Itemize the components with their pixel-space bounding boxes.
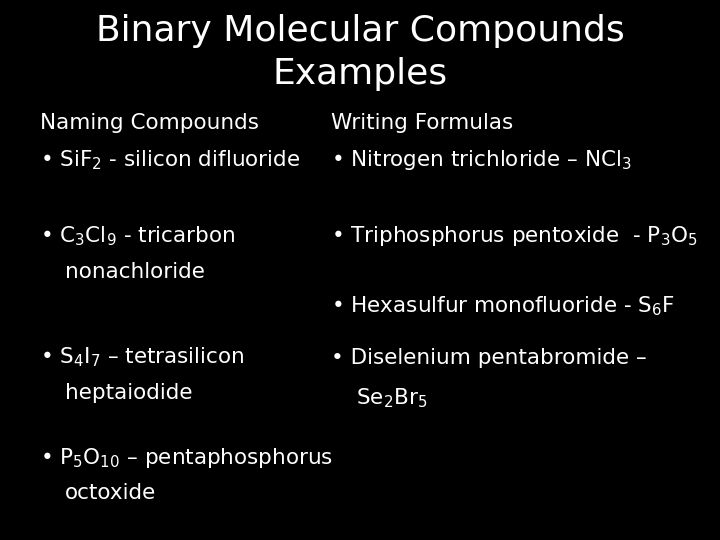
Text: Binary Molecular Compounds: Binary Molecular Compounds [96, 14, 624, 48]
Text: nonachloride: nonachloride [65, 262, 204, 282]
Text: heptaiodide: heptaiodide [65, 383, 192, 403]
Text: • Triphosphorus pentoxide  - P$_3$O$_5$: • Triphosphorus pentoxide - P$_3$O$_5$ [331, 224, 698, 248]
Text: Naming Compounds: Naming Compounds [40, 113, 258, 133]
Text: Writing Formulas: Writing Formulas [331, 113, 513, 133]
Text: • Hexasulfur monofluoride - S$_6$F: • Hexasulfur monofluoride - S$_6$F [331, 294, 675, 318]
Text: • P$_5$O$_{10}$ – pentaphosphorus: • P$_5$O$_{10}$ – pentaphosphorus [40, 446, 333, 469]
Text: • S$_4$I$_7$ – tetrasilicon: • S$_4$I$_7$ – tetrasilicon [40, 346, 244, 369]
Text: Se$_2$Br$_5$: Se$_2$Br$_5$ [356, 386, 428, 410]
Text: • C$_3$Cl$_9$ - tricarbon: • C$_3$Cl$_9$ - tricarbon [40, 224, 235, 248]
Text: • SiF$_2$ - silicon difluoride: • SiF$_2$ - silicon difluoride [40, 148, 300, 172]
Text: octoxide: octoxide [65, 483, 156, 503]
Text: Examples: Examples [272, 57, 448, 91]
Text: • Diselenium pentabromide –: • Diselenium pentabromide – [331, 348, 647, 368]
Text: • Nitrogen trichloride – NCl$_3$: • Nitrogen trichloride – NCl$_3$ [331, 148, 632, 172]
